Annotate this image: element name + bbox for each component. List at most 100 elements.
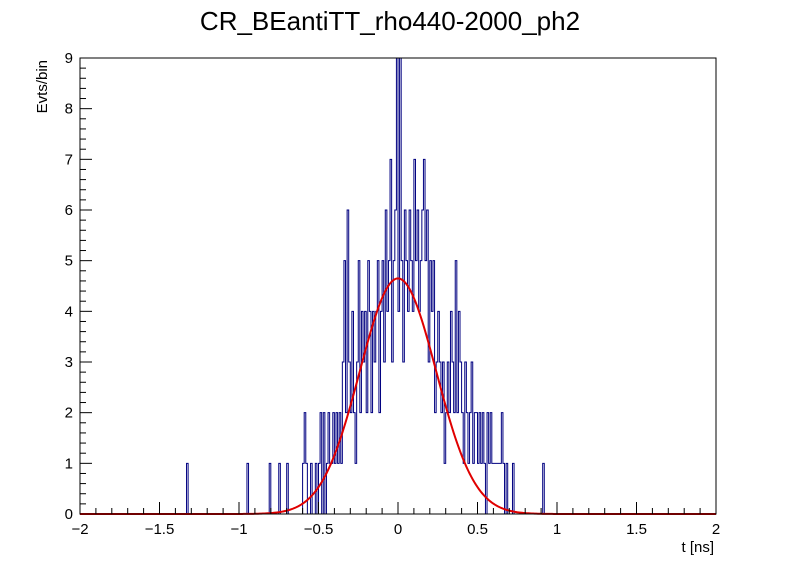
histogram-bin [455, 261, 457, 514]
histogram-bin [427, 210, 429, 514]
histogram-bin [342, 362, 344, 514]
histogram-bin [406, 261, 408, 514]
histogram-bin [381, 311, 383, 514]
y-tick-label: 3 [65, 354, 73, 371]
histogram-bin [368, 261, 370, 514]
histogram-bin [419, 311, 421, 514]
chart-title: CR_BEantiTT_rho440-2000_ph2 [200, 6, 580, 36]
x-tick-label: −2 [71, 521, 88, 538]
x-tick-label: −1.5 [145, 521, 175, 538]
histogram-bin [279, 463, 281, 514]
histogram-bin [360, 413, 362, 514]
y-tick-label: 4 [65, 303, 73, 320]
histogram-bin [481, 463, 483, 514]
histogram-bin [390, 159, 392, 514]
histogram-bin [476, 413, 478, 514]
y-tick-label: 2 [65, 405, 73, 422]
histogram-bin [446, 413, 448, 514]
histogram-bin [449, 413, 451, 514]
y-tick-label: 9 [65, 50, 73, 67]
histogram-bin [438, 311, 440, 514]
histogram-bin [339, 413, 341, 514]
histogram-bin [396, 58, 398, 514]
histogram-bin [473, 463, 475, 514]
histogram-bin [387, 311, 389, 514]
histogram-bin [350, 413, 352, 514]
histogram-bin [420, 261, 422, 514]
histogram-bin [458, 311, 460, 514]
histogram-bin [433, 261, 435, 514]
histogram-bin [328, 413, 330, 514]
histogram-bin [336, 413, 338, 514]
histogram-bin [430, 261, 432, 514]
histogram-bin [358, 261, 360, 514]
histogram-bin [374, 362, 376, 514]
histogram-bin [269, 463, 271, 514]
x-tick-label: −0.5 [304, 521, 334, 538]
x-tick-label: 1.5 [626, 521, 647, 538]
histogram-bin [369, 311, 371, 514]
histogram-bin [385, 210, 387, 514]
histogram-bin [435, 413, 437, 514]
histogram-bin [463, 463, 465, 514]
histogram-bin [457, 413, 459, 514]
histogram-bin [414, 159, 416, 514]
histogram-bin [443, 362, 445, 514]
y-axis: 0 1 2 3 4 5 6 7 8 9 [65, 50, 92, 523]
x-tick-label: −1 [230, 521, 247, 538]
histogram-bin [441, 413, 443, 514]
histogram-bin [401, 261, 403, 514]
histogram-bin [347, 210, 349, 514]
histogram-bin [543, 463, 545, 514]
histogram-bin [365, 311, 367, 514]
histogram-bin [423, 159, 425, 514]
histogram-bin [371, 413, 373, 514]
histogram-bin [460, 362, 462, 514]
histogram-bin [484, 463, 486, 514]
histogram-bin [398, 311, 400, 514]
histogram-bin [411, 261, 413, 514]
histogram-bin [338, 463, 340, 514]
histogram-bin [346, 413, 348, 514]
histogram-bin [353, 413, 355, 514]
histogram-bin [400, 58, 402, 514]
histogram-bin [341, 463, 343, 514]
y-tick-label: 8 [65, 101, 73, 118]
histogram-bin [408, 311, 410, 514]
histogram-bin [431, 311, 433, 514]
histogram-bin [415, 261, 417, 514]
histogram-bin [247, 463, 249, 514]
histogram-bin [355, 463, 357, 514]
histogram-bin [465, 362, 467, 514]
histogram-bin [311, 463, 313, 514]
histogram-bin [422, 210, 424, 514]
histogram-bin [444, 463, 446, 514]
y-axis-label: Evts/bin [34, 60, 51, 113]
histogram-bin [466, 413, 468, 514]
histogram-bin [490, 413, 492, 514]
histogram-bin [320, 413, 322, 514]
x-tick-label: 1 [553, 521, 561, 538]
histogram-bin [409, 210, 411, 514]
histogram-bin [462, 413, 464, 514]
histogram-bin [334, 463, 336, 514]
histogram-bin [377, 261, 379, 514]
x-axis: −2 −1.5 −1 −0.5 0 0.5 1 1.5 2 [71, 502, 720, 538]
x-tick-label: 2 [712, 521, 720, 538]
histogram-bin [304, 413, 306, 514]
histogram-bin [306, 463, 308, 514]
histogram-bin [363, 362, 365, 514]
histogram-bin [404, 210, 406, 514]
histogram-bin [393, 261, 395, 514]
histogram-bin [501, 413, 503, 514]
x-tick-label: 0 [394, 521, 402, 538]
y-tick-label: 0 [65, 506, 73, 523]
histogram-bin [395, 210, 397, 514]
histogram-bin [352, 311, 354, 514]
histogram-bin [428, 362, 430, 514]
histogram-bin [287, 463, 289, 514]
histogram-bin [344, 261, 346, 514]
histogram-bin [447, 362, 449, 514]
y-tick-label: 7 [65, 151, 73, 168]
